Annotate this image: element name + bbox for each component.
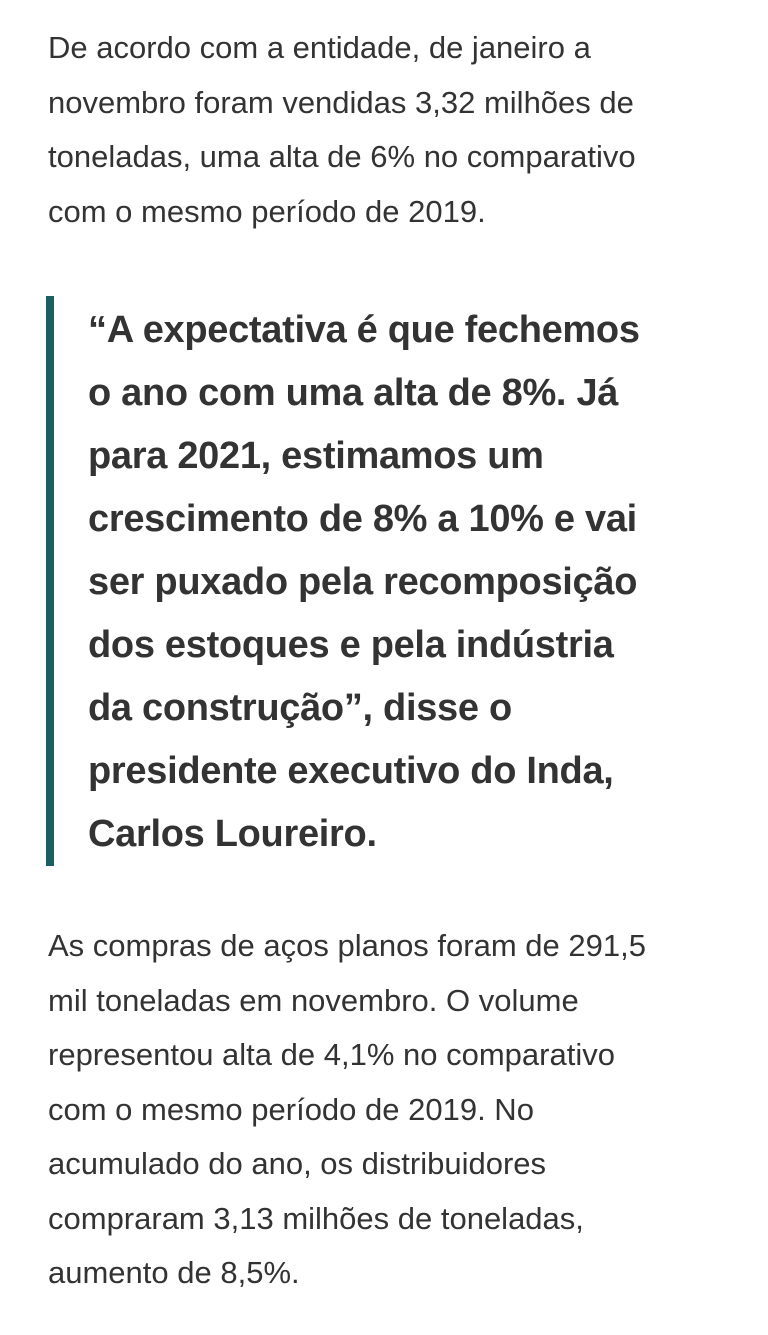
text-line: De acordo com a entidade, de janeiro a xyxy=(48,30,591,65)
text-line: com o mesmo período de 2019. No xyxy=(48,1091,534,1127)
quote-bar xyxy=(46,296,54,866)
text-line: Carlos Loureiro. xyxy=(88,813,377,855)
text-line: As compras de aços planos foram de 291,5 xyxy=(48,928,646,963)
text-line: presidente executivo do Inda, xyxy=(88,750,614,792)
paragraph: As compras de aços planos foram de 291,5… xyxy=(48,919,646,1301)
text-line: compraram 3,13 milhões de toneladas, xyxy=(48,1200,584,1236)
text-line: para 2021, estimamos um xyxy=(88,435,544,477)
text-line: aumento de 8,5%. xyxy=(48,1255,300,1290)
text-line: ser puxado pela recomposição xyxy=(88,561,638,603)
text-line: “A expectativa é que fechemos xyxy=(88,309,640,351)
text-line: toneladas, uma alta de 6% no comparativo xyxy=(48,139,636,174)
text-line: novembro foram vendidas 3,32 milhões de xyxy=(48,84,634,120)
text-line: dos estoques e pela indústria xyxy=(88,624,614,666)
text-line: da construção”, disse o xyxy=(88,687,512,729)
paragraph: De acordo com a entidade, de janeiro a no… xyxy=(48,21,636,239)
text-line: crescimento de 8% a 10% e vai xyxy=(88,498,637,540)
text-line: mil toneladas em novembro. O volume xyxy=(48,982,579,1018)
quote-text: “A expectativa é que fechemos o ano com u… xyxy=(88,299,640,866)
text-line: o ano com uma alta de 8%. Já xyxy=(88,372,619,414)
text-line: representou alta de 4,1% no comparativo xyxy=(48,1037,615,1072)
text-line: acumulado do ano, os distribuidores xyxy=(48,1146,547,1181)
blockquote: “A expectativa é que fechemos o ano com u… xyxy=(46,296,746,866)
text-line: com o mesmo período de 2019. xyxy=(48,193,486,229)
